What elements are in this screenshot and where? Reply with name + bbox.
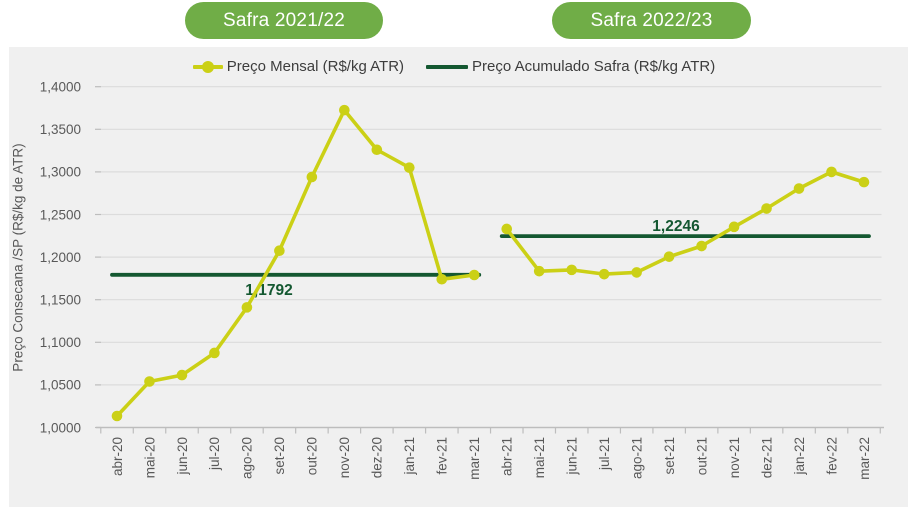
x-tick-label: set-20 bbox=[272, 437, 287, 475]
x-tick-label: abr-21 bbox=[500, 437, 515, 476]
x-tick-label: mai-21 bbox=[532, 437, 547, 478]
monthly-data-point bbox=[501, 223, 513, 235]
y-tick-label: 1,2500 bbox=[40, 207, 81, 222]
y-tick-label: 1,3000 bbox=[40, 165, 81, 180]
x-tick-label: fev-21 bbox=[435, 437, 450, 475]
x-tick-label: jan-22 bbox=[792, 437, 807, 476]
x-tick-label: jun-20 bbox=[175, 437, 190, 476]
accumulated-line-marker-icon bbox=[426, 64, 469, 69]
monthly-data-point bbox=[371, 144, 383, 156]
monthly-data-point bbox=[436, 273, 448, 285]
monthly-data-point bbox=[793, 183, 805, 194]
y-axis-title: Preço Consecana /SP (R$/kg de ATR) bbox=[10, 143, 26, 372]
monthly-data-point bbox=[826, 166, 837, 178]
x-tick-label: nov-21 bbox=[727, 437, 742, 478]
x-tick-label: jul-20 bbox=[207, 437, 222, 471]
y-tick-label: 1,1000 bbox=[40, 335, 81, 350]
badge-safra-2021-22: Safra 2021/22 bbox=[185, 2, 383, 39]
monthly-data-point bbox=[598, 268, 610, 280]
monthly-data-point bbox=[111, 410, 123, 422]
monthly-series-line bbox=[115, 108, 477, 418]
monthly-data-point bbox=[533, 265, 545, 277]
x-tick-label: mai-20 bbox=[142, 437, 157, 478]
legend-item-accumulated: Preço Acumulado Safra (R$/kg ATR) bbox=[426, 58, 715, 75]
monthly-data-point bbox=[566, 264, 577, 276]
monthly-data-point bbox=[176, 369, 188, 381]
monthly-data-point bbox=[631, 267, 642, 278]
x-tick-label: mar-21 bbox=[467, 437, 482, 480]
y-tick-label: 1,0000 bbox=[40, 420, 81, 435]
x-tick-label: ago-20 bbox=[240, 437, 255, 479]
x-tick-label: out-20 bbox=[305, 437, 320, 475]
monthly-data-point bbox=[209, 347, 220, 359]
monthly-data-point bbox=[663, 251, 675, 262]
x-tick-label: jul-21 bbox=[597, 437, 612, 471]
x-tick-label: set-21 bbox=[662, 437, 677, 475]
x-tick-label: abr-20 bbox=[110, 437, 125, 476]
monthly-data-point bbox=[274, 245, 285, 257]
monthly-series-line bbox=[504, 170, 866, 276]
badge-safra-2022-23-label: Safra 2022/23 bbox=[590, 9, 713, 31]
y-tick-label: 1,2000 bbox=[40, 250, 81, 265]
monthly-data-point bbox=[306, 171, 318, 183]
x-tick-label: dez-21 bbox=[759, 437, 774, 478]
y-tick-label: 1,1500 bbox=[40, 293, 81, 308]
badge-safra-2022-23: Safra 2022/23 bbox=[552, 2, 751, 39]
monthly-data-point bbox=[761, 203, 772, 214]
x-tick-label: ago-21 bbox=[629, 437, 644, 479]
legend-item-monthly: Preço Mensal (R$/kg ATR) bbox=[192, 58, 405, 75]
chart-legend: Preço Mensal (R$/kg ATR) Preço Acumulado… bbox=[0, 58, 908, 75]
monthly-data-point bbox=[339, 104, 350, 116]
monthly-data-point bbox=[144, 376, 155, 387]
monthly-data-point bbox=[858, 176, 870, 188]
legend-accumulated-label: Preço Acumulado Safra (R$/kg ATR) bbox=[472, 58, 716, 75]
monthly-data-point bbox=[241, 302, 253, 313]
monthly-data-point bbox=[728, 221, 740, 233]
legend-monthly-label: Preço Mensal (R$/kg ATR) bbox=[226, 58, 405, 75]
monthly-line-marker-icon bbox=[192, 64, 223, 69]
accumulated-value-label: 1,2246 bbox=[652, 218, 700, 235]
y-tick-label: 1,4000 bbox=[40, 80, 81, 95]
x-tick-label: jan-21 bbox=[402, 437, 417, 476]
monthly-data-point bbox=[468, 269, 480, 281]
badge-safra-2021-22-label: Safra 2021/22 bbox=[223, 9, 345, 31]
y-tick-label: 1,0500 bbox=[40, 378, 81, 393]
x-tick-label: jun-21 bbox=[564, 437, 579, 476]
x-tick-label: mar-22 bbox=[857, 437, 872, 480]
y-tick-label: 1,3500 bbox=[40, 122, 81, 137]
monthly-data-point bbox=[696, 240, 707, 252]
x-tick-label: out-21 bbox=[694, 437, 709, 475]
x-tick-label: nov-20 bbox=[337, 437, 352, 478]
x-tick-label: dez-20 bbox=[370, 437, 385, 478]
monthly-data-point bbox=[404, 162, 415, 173]
x-tick-label: fev-22 bbox=[824, 437, 839, 475]
